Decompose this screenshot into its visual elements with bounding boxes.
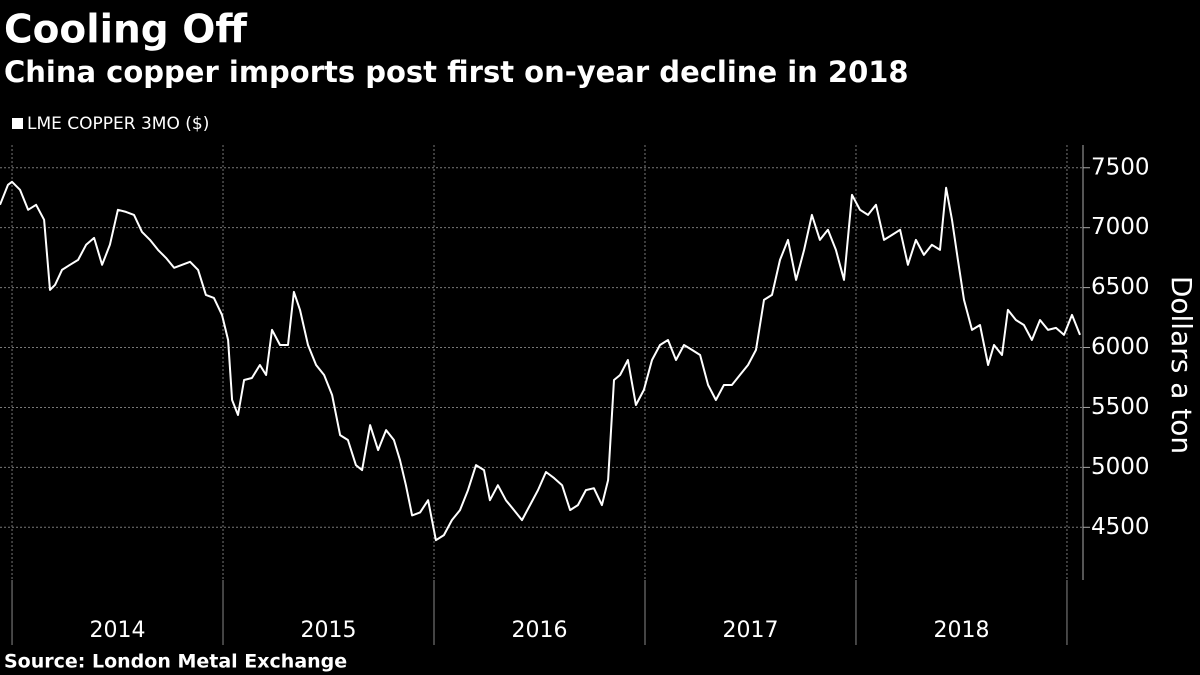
y-tick-label: 5500 (1091, 394, 1150, 420)
y-tick-label: 7000 (1091, 214, 1150, 240)
x-tick-label: 2017 (722, 618, 778, 643)
y-tick-label: 7500 (1091, 154, 1150, 180)
y-tick-label: 6500 (1091, 274, 1150, 300)
chart-title: Cooling Off (4, 8, 247, 53)
legend-swatch (12, 118, 23, 129)
x-tick-label: 2014 (90, 618, 146, 643)
legend-label: LME COPPER 3MO ($) (27, 114, 209, 134)
x-tick-label: 2016 (511, 618, 567, 643)
chart-subtitle: China copper imports post first on-year … (4, 55, 909, 89)
price-line (0, 180, 1081, 542)
x-tick-label: 2018 (933, 618, 989, 643)
source: Source: London Metal Exchange (4, 651, 347, 673)
y-tick-label: 5000 (1091, 454, 1150, 480)
x-tick-label: 2015 (301, 618, 357, 643)
y-axis-label: Dollars a ton (1165, 276, 1198, 454)
y-tick-label: 6000 (1091, 334, 1150, 360)
y-tick-label: 4500 (1091, 514, 1150, 540)
